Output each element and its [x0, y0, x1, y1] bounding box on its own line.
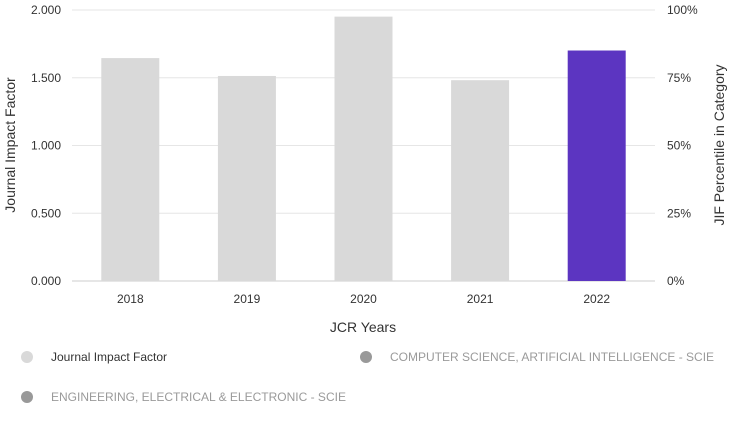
right-tick-label: 100%	[667, 3, 698, 17]
legend-label: COMPUTER SCIENCE, ARTIFICIAL INTELLIGENC…	[390, 350, 715, 364]
legend-dot-icon	[360, 351, 372, 363]
left-tick-label: 1.000	[31, 139, 61, 153]
legend-label: Journal Impact Factor	[51, 350, 168, 364]
left-tick-label: 0.500	[31, 206, 61, 220]
right-tick-label: 50%	[667, 139, 691, 153]
left-tick-label: 0.000	[31, 274, 61, 288]
legend-item-engineering-electrical[interactable]: ENGINEERING, ELECTRICAL & ELECTRONIC - S…	[21, 390, 346, 404]
legend-item-journal-impact-factor[interactable]: Journal Impact Factor	[21, 350, 167, 364]
x-tick-label: 2021	[467, 292, 494, 306]
legend-dot-icon	[21, 351, 33, 363]
legend-item-computer-science-ai[interactable]: COMPUTER SCIENCE, ARTIFICIAL INTELLIGENC…	[360, 350, 714, 364]
left-axis-ticks: 0.000 0.500 1.000 1.500 2.000	[31, 3, 61, 288]
x-tick-label: 2022	[583, 292, 610, 306]
bar-2018[interactable]	[101, 58, 160, 281]
chart-legend: Journal Impact Factor COMPUTER SCIENCE, …	[0, 340, 749, 420]
x-axis-title: JCR Years	[330, 319, 396, 335]
bar-2022[interactable]	[567, 50, 626, 282]
x-axis-ticks: 2018 2019 2020 2021 2022	[117, 292, 610, 306]
left-axis-title: Journal Impact Factor	[2, 77, 18, 213]
x-tick-label: 2018	[117, 292, 144, 306]
jif-bar-chart: 0.000 0.500 1.000 1.500 2.000 0% 25% 50% 75% 100…	[2, 3, 727, 335]
left-tick-label: 2.000	[31, 3, 61, 17]
right-axis-ticks: 0% 25% 50% 75% 100%	[667, 3, 698, 288]
left-tick-label: 1.500	[31, 71, 61, 85]
right-axis-title: JIF Percentile in Category	[711, 64, 727, 225]
right-tick-label: 0%	[667, 274, 685, 288]
right-tick-label: 25%	[667, 206, 691, 220]
bar-2019[interactable]	[217, 75, 276, 282]
legend-dot-icon	[21, 391, 33, 403]
bar-2021[interactable]	[451, 80, 510, 282]
x-tick-label: 2019	[234, 292, 261, 306]
right-tick-label: 75%	[667, 71, 691, 85]
bar-2020[interactable]	[334, 16, 393, 282]
x-tick-label: 2020	[350, 292, 377, 306]
legend-label: ENGINEERING, ELECTRICAL & ELECTRONIC - S…	[51, 390, 346, 404]
bars	[101, 16, 626, 282]
